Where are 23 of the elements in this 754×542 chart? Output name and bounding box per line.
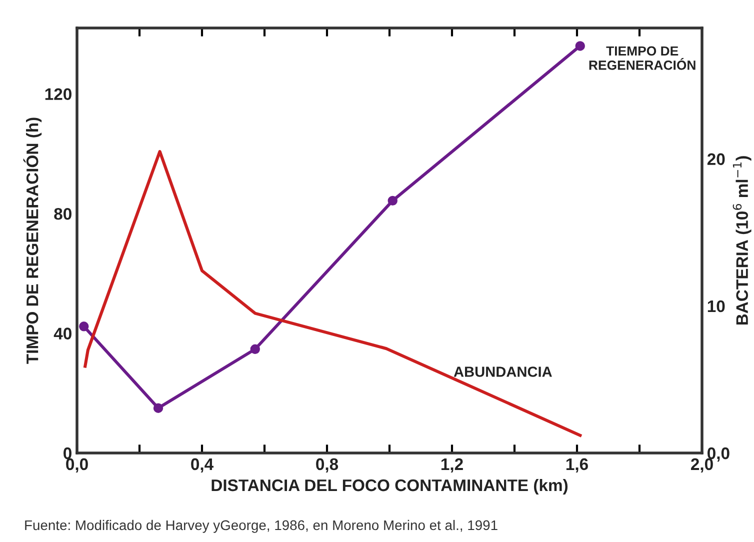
y-tick-label: 80 <box>54 208 72 220</box>
x-axis-title: DISTANCIA DEL FOCO CONTAMINANTE (km) <box>212 478 568 494</box>
y2-tick-label: 10 <box>708 300 725 312</box>
source-note: Fuente: Modificado de Harvey yGeorge, 1986, en Moreno Merino et al., 1991 <box>25 520 498 533</box>
series-label: TIEMPO DE REGENERACIÓN <box>589 46 696 70</box>
x-tick-label: 0,0 <box>66 458 88 473</box>
y-tick-label: 40 <box>54 328 72 340</box>
point <box>79 322 89 332</box>
x-tick-label: 1,2 <box>441 458 463 473</box>
y2-axis-title: BACTERIA (10$^{6}$ ml$^{−1}$) <box>732 156 752 325</box>
series-label: ABUNDANCIA <box>454 366 552 377</box>
x-tick-label: 1,6 <box>566 458 588 473</box>
x-tick-label: 0,8 <box>316 458 338 473</box>
point <box>575 41 585 51</box>
y2-tick-label: 20 <box>707 153 725 166</box>
y-axis-title: TIMPO DE REGENERACIÓN (h) <box>23 118 42 364</box>
point <box>388 196 398 206</box>
x-tick-label: 0,4 <box>191 458 214 473</box>
y-tick-label: 0 <box>64 447 72 460</box>
point <box>153 403 164 413</box>
point <box>250 344 260 354</box>
line-series <box>84 150 582 437</box>
y-tick-label: 120 <box>45 88 72 100</box>
